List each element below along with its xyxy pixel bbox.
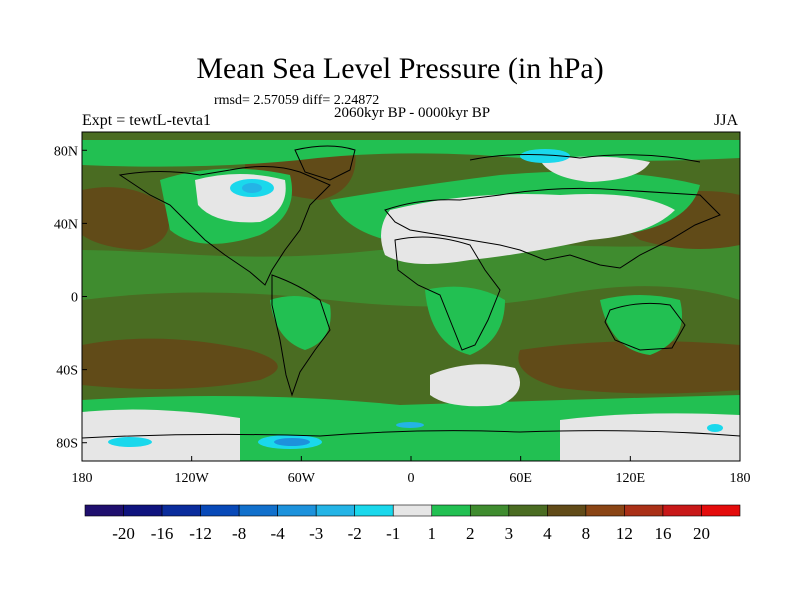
field-africa <box>425 286 505 355</box>
colorbar-swatch <box>200 504 240 517</box>
lat-tick-label: 40N <box>54 217 78 232</box>
lon-tick-label: 120W <box>175 471 210 486</box>
colorbar-swatch <box>547 504 587 517</box>
colorbar-label: -3 <box>309 524 323 543</box>
colorbar-swatch <box>701 504 741 517</box>
colorbar-swatch <box>315 504 356 517</box>
colorbar-swatch <box>277 504 317 517</box>
field-low-hudson-core <box>242 183 262 193</box>
lon-tick-label: 180 <box>72 471 93 486</box>
colorbar-swatch <box>508 504 548 517</box>
field-high-south-pacific <box>82 338 278 389</box>
field-australia <box>600 295 682 355</box>
lat-tick-label: 80N <box>54 144 78 159</box>
field-low-barents <box>520 149 570 163</box>
colorbar-label: 2 <box>466 524 475 543</box>
colorbar-swatch <box>354 504 394 517</box>
colorbar-swatch <box>662 504 702 517</box>
field-low-weddell-core <box>274 438 310 446</box>
map-title: Mean Sea Level Pressure (in hPa) <box>196 52 604 85</box>
colorbar-label: 20 <box>693 524 710 543</box>
lat-tick-label: 80S <box>56 437 78 452</box>
colorbar-swatch <box>392 504 433 517</box>
field-antarctic-neutral-east <box>560 413 740 461</box>
lon-tick-label: 120E <box>616 471 646 486</box>
colorbar-label: 12 <box>616 524 633 543</box>
field-south-atlantic-neutral <box>430 364 520 407</box>
colorbar-label: -12 <box>189 524 212 543</box>
colorbar-swatch <box>238 504 278 517</box>
colorbar-label: -4 <box>271 524 286 543</box>
season-label: JJA <box>714 112 739 129</box>
field-low-ross <box>108 437 152 447</box>
colorbar-swatch <box>469 504 510 517</box>
field-south-america <box>270 296 331 350</box>
field-high-south-indian <box>518 341 740 394</box>
lon-tick-label: 180 <box>730 471 751 486</box>
colorbar-label: 8 <box>582 524 591 543</box>
colorbar-label: 16 <box>654 524 671 543</box>
longitude-axis: 180 120W 60W 0 60E 120E 180 <box>72 456 751 486</box>
experiment-label: Expt = tewtL-tevta1 <box>82 112 211 129</box>
lon-tick-label: 60W <box>288 471 316 486</box>
colorbar-label: -20 <box>112 524 135 543</box>
colorbar-label: -8 <box>232 524 246 543</box>
coastlines <box>82 145 740 439</box>
stats-label: rmsd= 2.57059 diff= 2.24872 <box>214 93 380 108</box>
field-low-ross-sea <box>707 424 723 432</box>
colorbar-swatch <box>431 504 471 517</box>
colorbar-label: 3 <box>505 524 514 543</box>
lat-tick-label: 0 <box>71 291 78 306</box>
colorbar-swatch <box>624 504 664 517</box>
field-eurasia-neutral <box>381 194 675 264</box>
lon-tick-label: 60E <box>509 471 532 486</box>
latitude-axis: 80N 40N 0 40S 80S <box>54 144 87 452</box>
field-siberia-neutral <box>540 156 650 182</box>
colorbar-label: 1 <box>428 524 437 543</box>
colorbar: -20 -16 -12 -8 -4 -3 -2 -1 1 2 3 4 8 12 16 20 <box>84 504 741 543</box>
colorbar-label: -1 <box>386 524 400 543</box>
colorbar-label: 4 <box>543 524 552 543</box>
colorbar-swatch <box>123 504 163 517</box>
field-low-east-antarctic <box>396 422 424 428</box>
period-label: 2060kyr BP - 0000kyr BP <box>333 105 491 121</box>
lon-tick-label: 0 <box>408 471 415 486</box>
colorbar-swatch <box>161 504 201 517</box>
colorbar-swatch <box>84 504 124 517</box>
colorbar-swatch <box>585 504 625 517</box>
colorbar-label: -16 <box>151 524 174 543</box>
field-high-north-pacific <box>82 187 170 250</box>
colorbar-label: -2 <box>348 524 362 543</box>
lat-tick-label: 40S <box>56 364 78 379</box>
map-plot <box>82 132 740 461</box>
